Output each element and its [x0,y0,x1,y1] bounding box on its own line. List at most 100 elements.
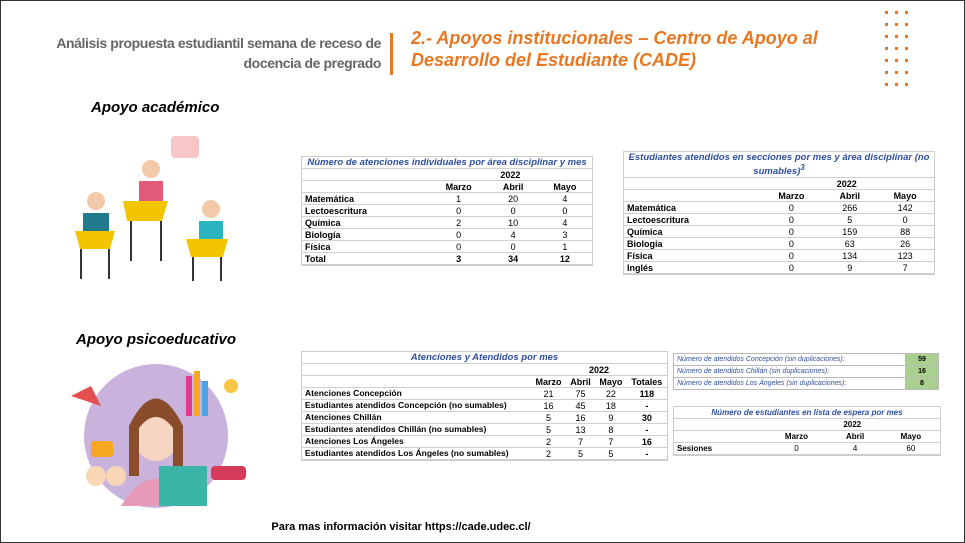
cell: 0 [759,261,824,275]
cell: 134 [823,249,877,263]
caption-row: Número de estudiantes en lista de espera… [674,407,940,419]
empty-cell [624,189,760,203]
row-label: Estudiantes atendidos Chillán (no sumabl… [302,423,532,436]
column-header: Marzo [764,430,829,443]
cell: 5 [566,447,595,460]
cell: 123 [876,249,934,263]
table-row: Biología 0 4 3 [302,228,592,241]
cell: 5 [823,213,877,227]
row-label: Estudiantes atendidos Los Ángeles (no su… [302,447,532,460]
table-row: Estudiantes atendidos Concepción (no sum… [302,399,667,412]
table-row: Lectoescritura 0 5 0 [624,213,934,227]
cell: 0 [759,213,824,227]
cell: 0 [764,442,829,455]
cell: 0 [428,228,489,241]
cell: 0 [876,213,934,227]
section-title: Apoyo académico [91,99,220,116]
cell: 63 [823,237,877,251]
caption-row: Atenciones y Atendidos por mes [302,352,667,364]
empty-cell [302,363,532,376]
cell: 7 [876,261,934,275]
cell: 8 [595,423,627,436]
cell: 34 [488,252,538,265]
year-row: 2022 [624,177,934,191]
divider [390,33,393,75]
column-header: Abril [566,375,595,388]
table-title: Atenciones y Atendidos por mes [302,352,667,364]
cell: 16 [566,411,595,424]
cell: 0 [488,204,538,217]
footer: Para mas información visitar https://cad… [271,521,531,533]
table-box: Estudiantes atendidos en secciones por m… [623,151,935,276]
cell: 30 [626,411,667,424]
cell: 0 [428,204,489,217]
table: Atenciones y Atendidos por mes 2022 Marzo A… [302,352,667,460]
table-row: Atenciones Concepción 21 75 22 118 [302,387,667,400]
cell: 16 [905,365,939,378]
empty-cell [302,180,429,193]
cell: 159 [823,225,877,239]
table-title-text: Número de estudiantes en lista de espera… [711,408,903,417]
cell: 88 [876,225,934,239]
column-header: Marzo [759,189,824,203]
row-label: Física [624,249,760,263]
table: Estudiantes atendidos en secciones por m… [624,152,934,275]
cell: 26 [876,237,934,251]
table-row: Atenciones Chillán 5 16 9 30 [302,411,667,424]
table-row: Química 0 159 88 [624,225,934,239]
cell: 60 [881,442,940,455]
cell: 0 [759,249,824,263]
column-header: Marzo [428,180,489,193]
cell: 3 [537,228,592,241]
footnote-mark: 3 [800,163,805,172]
empty-cell [674,430,765,443]
table-row: Matemática 1 20 4 [302,192,592,205]
row-label: Número de atendidos Chillán (sin duplica… [673,365,906,378]
column-header: Mayo [595,375,627,388]
table-row: Estudiantes atendidos Chillán (no sumabl… [302,423,667,436]
table: Número de estudiantes en lista de espera… [674,407,940,455]
cell: 4 [828,442,882,455]
year-row: 2022 [302,363,667,376]
cell: 9 [595,411,627,424]
caption-row: Estudiantes atendidos en secciones por m… [624,152,934,179]
table-row: Lectoescritura 0 0 0 [302,204,592,217]
column-header: Totales [626,375,667,388]
cell: 22 [595,387,627,400]
table-row: Sesiones 0 4 60 [674,442,940,455]
dot-pattern [885,11,908,86]
cell: 16 [626,435,667,448]
empty-cell [302,168,429,181]
table-row: Estudiantes atendidos Los Ángeles (no su… [302,447,667,460]
table: Número de atendidos Concepción (sin dupl… [673,353,939,390]
row-label: Química [302,216,429,229]
row-label: Total [302,252,429,265]
row-label: Química [624,225,760,239]
row-label: Matemática [624,201,760,215]
row-label: Atenciones Concepción [302,387,532,400]
header-row: Marzo Abril Mayo [624,189,934,203]
table-title-text: Estudiantes atendidos en secciones por m… [628,152,930,178]
row-label: Matemática [302,192,429,205]
cell: 9 [823,261,877,275]
year: 2022 [531,363,667,376]
table-row: Física 0 134 123 [624,249,934,263]
table-row: Física 0 0 1 [302,240,592,253]
cell: 118 [626,387,667,400]
cell: 5 [531,423,567,436]
cell: 10 [488,216,538,229]
table-row: Química 2 10 4 [302,216,592,229]
cell: 4 [488,228,538,241]
table-row: Total 3 34 12 [302,252,592,265]
table-row: Inglés 0 9 7 [624,261,934,275]
row-label: Biología [624,237,760,251]
row-label: Atenciones Chillán [302,411,532,424]
year-row: 2022 [302,168,592,181]
cell: 1 [537,240,592,253]
table-box: Número de atenciones individuales por ár… [301,156,593,266]
cell: 5 [531,411,567,424]
column-header: Abril [823,189,877,203]
table-box: Número de estudiantes en lista de espera… [673,406,941,456]
illustration [71,364,246,508]
